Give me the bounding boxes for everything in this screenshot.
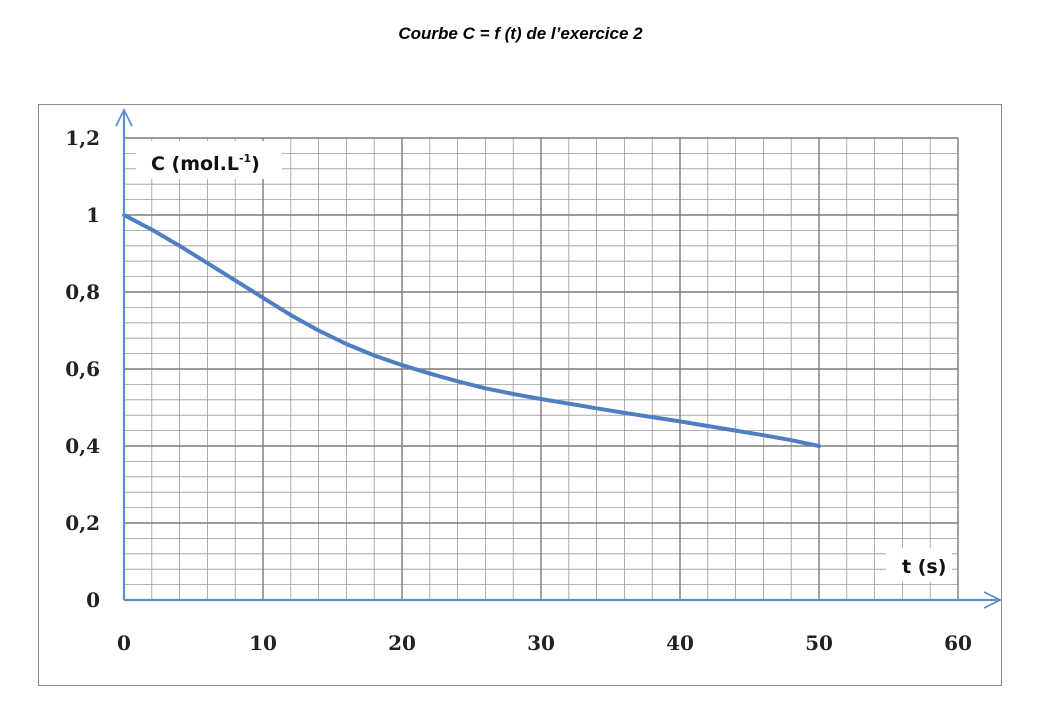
x-tick-label: 20	[388, 631, 416, 655]
concentration-curve	[122, 213, 821, 448]
x-tick-label: 40	[666, 631, 694, 655]
y-tick-label: 0,8	[65, 280, 100, 304]
x-tick-label: 30	[527, 631, 555, 655]
x-tick-label: 0	[117, 631, 131, 655]
y-axis-label: C (mol.L-1)	[151, 152, 260, 175]
x-axis-label: t (s)	[902, 556, 946, 578]
y-label-box	[136, 141, 282, 179]
x-tick-labels: 0 10 20 30 40 50 60	[117, 631, 972, 655]
y-tick-label: 1,2	[65, 126, 100, 150]
y-axis-arrow	[115, 107, 133, 127]
chart-frame	[38, 104, 1002, 686]
x-tick-label: 60	[944, 631, 972, 655]
x-label-box	[886, 548, 952, 582]
x-tick-label: 50	[805, 631, 833, 655]
x-axis-arrow	[983, 591, 1003, 609]
y-tick-label: 0,6	[65, 357, 100, 381]
page-title: Courbe C = f (t) de l’exercice 2	[398, 24, 643, 43]
major-grid	[123, 137, 959, 601]
y-tick-label: 0	[86, 588, 100, 612]
x-tick-label: 10	[249, 631, 277, 655]
y-tick-label: 0,4	[65, 434, 100, 458]
y-tick-label: 1	[86, 203, 100, 227]
y-tick-labels: 0 0,2 0,4 0,6 0,8 1 1,2	[65, 126, 100, 612]
y-tick-label: 0,2	[65, 511, 100, 535]
